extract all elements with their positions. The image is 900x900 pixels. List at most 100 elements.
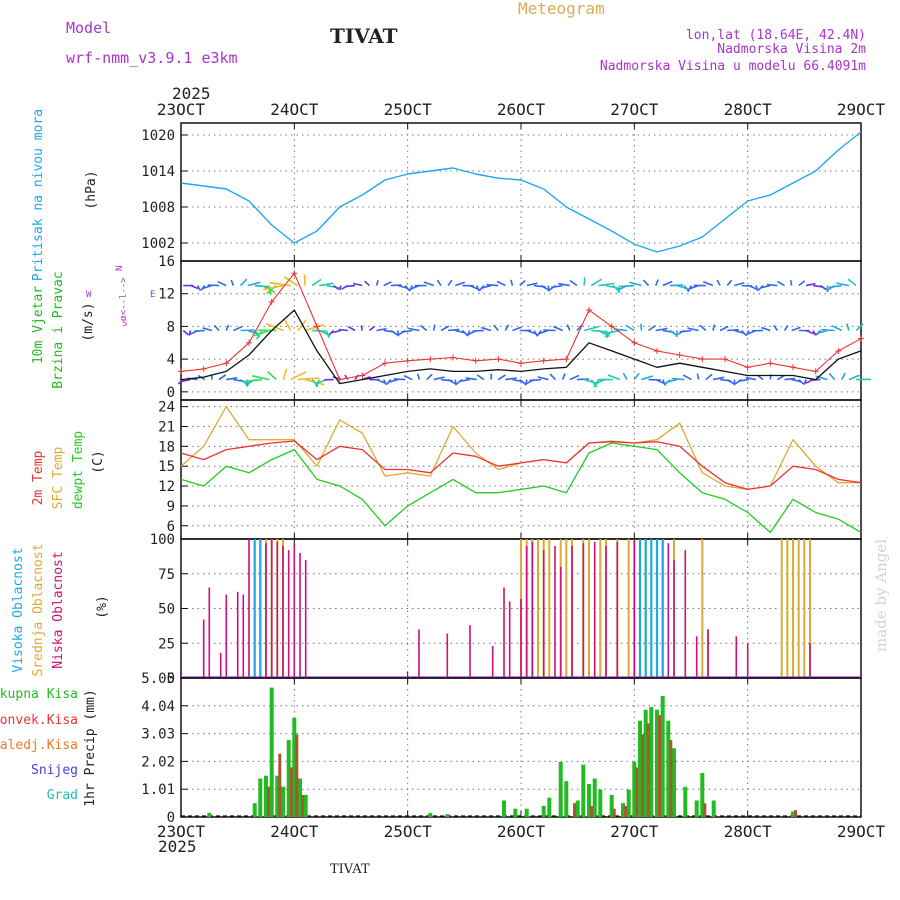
x-tick-label-top: 29OCT	[837, 100, 886, 119]
elevation-label: Nadmorska Visina 2m	[717, 42, 866, 57]
wind-arrow	[404, 285, 411, 292]
wind-arrow	[200, 285, 206, 291]
gust-marker	[835, 347, 842, 354]
conv-rain-bar	[295, 734, 299, 817]
wind-arrow	[311, 278, 322, 287]
y-tick-label: 0	[167, 385, 175, 401]
wind-arrow	[226, 377, 238, 381]
y-tick-label: 9	[167, 499, 175, 515]
wind-arrow	[218, 374, 227, 381]
wind-unit: (m/s)	[81, 302, 96, 341]
wind-arrow	[504, 324, 510, 331]
wind-arrow	[855, 323, 864, 332]
conv-rain-bar	[278, 753, 282, 817]
total-rain-bar	[700, 773, 705, 817]
conv-rain-bar	[624, 806, 627, 817]
precip-legend-hail: Grad	[47, 788, 78, 803]
wind-arrow	[338, 328, 348, 332]
wind-arrow	[419, 324, 428, 332]
gust-marker	[586, 307, 592, 314]
total-rain-bar	[281, 786, 285, 817]
low-cloud-bar	[446, 633, 449, 678]
wind-arrow	[376, 327, 387, 332]
low-cloud-bar	[202, 619, 205, 678]
wind-arrow	[699, 324, 707, 332]
low-cloud-bar	[270, 539, 273, 678]
wind-arrow	[354, 374, 359, 380]
gust-marker	[200, 365, 207, 372]
total-rain-bar	[275, 775, 280, 817]
wind-arrow	[486, 283, 499, 287]
mid-cloud-bar	[786, 539, 789, 678]
wind-arrow	[641, 375, 654, 381]
wind-arrow	[390, 284, 402, 287]
total-rain-bar	[564, 781, 569, 817]
low-cloud-bar	[219, 653, 222, 678]
x-tick-label-bottom: 26OCT	[497, 822, 546, 841]
total-rain-bar	[592, 778, 597, 817]
gust-marker	[699, 356, 706, 363]
dewpt-line	[180, 442, 862, 534]
wind-arrow	[687, 327, 699, 332]
x-tick-labels-bottom: 23OCT 24OCT 25OCT 26OCT 27OCT 28OCT 29OCT	[157, 822, 886, 841]
wind-arrow	[569, 374, 580, 381]
wind-arrow	[493, 324, 499, 332]
wind-arrow	[784, 377, 796, 381]
total-rain-bar	[207, 812, 212, 817]
wind-arrow	[642, 279, 650, 287]
total-rain-bar	[666, 720, 671, 817]
gust-marker	[744, 364, 751, 371]
x-tick-label-top: 25OCT	[384, 100, 433, 119]
conv-rain-bar	[301, 795, 304, 817]
wind-arrow	[190, 284, 199, 290]
wind-arrow	[207, 284, 220, 287]
y-tick-label: 75	[158, 567, 175, 583]
compass-note: α<--l-->	[119, 277, 129, 321]
high-cloud-bar	[644, 539, 647, 678]
wind-arrow	[364, 280, 370, 287]
gust-marker	[540, 357, 547, 364]
low-cloud-bar	[418, 629, 420, 678]
temperature-panel: 24 21 18 15 12 9 6	[158, 399, 862, 540]
wind-arrow	[671, 377, 685, 381]
y-tick-label: 24	[158, 400, 175, 416]
wind-arrow	[319, 282, 334, 287]
total-rain-bar	[524, 808, 529, 817]
compass-n: N	[115, 266, 125, 271]
wind-arrow	[633, 372, 640, 381]
low-cloud-bar	[525, 546, 528, 678]
wind-arrow	[766, 283, 778, 287]
low-cloud-bar	[542, 550, 545, 678]
wind-arrow	[550, 284, 563, 289]
wind-arrow	[529, 378, 542, 382]
wind-arrow	[401, 329, 413, 333]
low-cloud-bar	[287, 550, 290, 678]
y-tick-label: 2.02	[141, 754, 175, 770]
wind-arrow	[455, 281, 466, 287]
panel-frame	[180, 399, 862, 540]
wind-arrow	[745, 376, 757, 381]
wind-arrow	[773, 324, 779, 331]
wind-arrow	[447, 279, 453, 286]
total-rain-bar	[581, 764, 586, 817]
low-cloud-bar	[571, 546, 573, 678]
gust-marker	[812, 368, 819, 375]
total-rain-bar	[621, 803, 625, 817]
y-tick-label: 100	[150, 532, 175, 548]
total-rain-bar	[694, 800, 699, 817]
wind-arrow	[297, 319, 307, 332]
wind-arrow	[696, 373, 700, 380]
wind-arrow	[712, 324, 716, 331]
mid-cloud-bar	[548, 539, 551, 678]
wind-arrow	[569, 279, 578, 287]
y-tick-label: 12	[158, 479, 175, 495]
wind-arrow	[791, 326, 801, 332]
low-cloud-bar	[503, 587, 505, 678]
y-tick-label: 15	[158, 459, 175, 475]
wind-arrow	[416, 373, 421, 380]
wind-arrow	[266, 370, 277, 381]
wind-arrow	[620, 284, 635, 288]
wind-arrow	[727, 328, 739, 332]
total-rain-bar	[303, 795, 308, 817]
wind-arrow	[436, 279, 442, 286]
